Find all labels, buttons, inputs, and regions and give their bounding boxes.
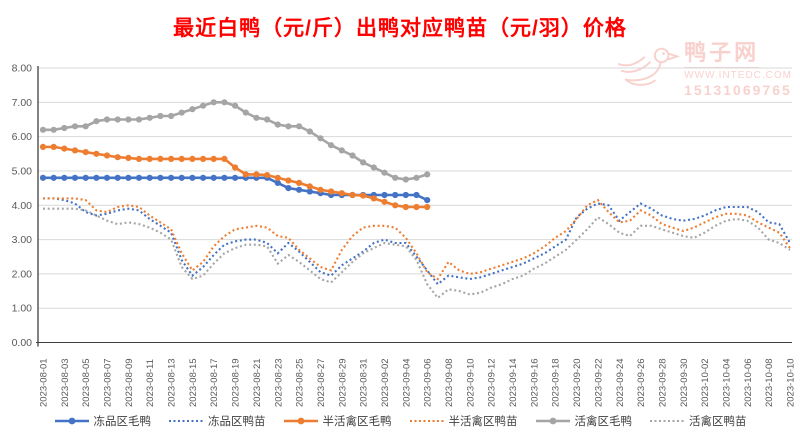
- x-axis-tick-label: 2023-09-08: [444, 358, 455, 407]
- legend-item-semi-live-area-duckling: 半活禽区鸭苗: [409, 413, 518, 429]
- x-axis-tick-label: 2023-08-03: [60, 358, 71, 407]
- y-axis-tick-label: 8.00: [12, 63, 33, 75]
- x-axis-tick-label: 2023-09-02: [380, 358, 391, 407]
- x-axis-tick-label: 2023-10-04: [722, 358, 733, 407]
- x-axis-tick-label: 2023-09-12: [487, 358, 498, 407]
- x-axis-tick-label: 2023-08-15: [188, 358, 199, 407]
- x-axis-tick-label: 2023-08-11: [145, 359, 156, 407]
- x-axis-tick-label: 2023-10-02: [700, 358, 711, 407]
- x-axis-tick-label: 2023-08-27: [316, 358, 327, 407]
- legend-swatch-frozen-area-duckling: [169, 420, 203, 422]
- x-axis-tick-label: 2023-08-29: [337, 358, 348, 407]
- legend-label: 半活禽区毛鸭: [322, 416, 392, 428]
- y-axis-tick-label: 3.00: [12, 234, 33, 246]
- y-axis-tick-label: 7.00: [12, 97, 33, 109]
- x-axis-tick-label: 2023-08-09: [124, 358, 135, 407]
- legend-item-frozen-area-duck: 冻品区毛鸭: [54, 413, 152, 429]
- x-axis-tick-label: 2023-09-26: [636, 358, 647, 407]
- x-axis-tick-label: 2023-08-05: [81, 358, 92, 407]
- y-axis-tick-label: 5.00: [12, 165, 33, 177]
- x-axis-tick-label: 2023-09-18: [551, 358, 562, 407]
- legend-swatch-semi-live-area-duckling: [409, 420, 444, 422]
- legend-item-live-area-duckling: 活禽区鸭苗: [649, 413, 747, 429]
- legend-item-live-area-duck: 活禽区毛鸭: [535, 413, 633, 429]
- legend-label: 活禽区毛鸭: [574, 416, 633, 428]
- x-axis-tick-label: 2023-10-06: [743, 358, 754, 407]
- legend-label: 半活禽区鸭苗: [448, 416, 518, 428]
- x-axis-tick-label: 2023-09-04: [401, 358, 412, 407]
- x-axis-tick-label: 2023-08-01: [39, 358, 50, 407]
- legend-label: 冻品区鸭苗: [208, 416, 266, 428]
- x-axis-tick-label: 2023-08-21: [252, 358, 263, 407]
- x-axis-tick-label: 2023-08-13: [167, 358, 178, 407]
- x-axis-tick-label: 2023-09-06: [423, 358, 434, 407]
- y-axis-tick-label: 1.00: [12, 303, 33, 315]
- legend-item-frozen-area-duckling: 冻品区鸭苗: [168, 413, 266, 429]
- x-axis-tick-label: 2023-10-10: [786, 358, 797, 407]
- y-axis-tick-label: 2.00: [12, 268, 33, 280]
- y-axis-tick-label: 6.00: [12, 131, 33, 143]
- x-axis-tick-label: 2023-08-17: [209, 358, 220, 407]
- legend-label: 活禽区鸭苗: [689, 416, 747, 428]
- x-axis-tick-label: 2023-09-22: [593, 358, 604, 407]
- legend-swatch-live-area-duckling: [650, 420, 684, 422]
- chart-legend: 冻品区毛鸭 冻品区鸭苗 半活禽区毛鸭 半活禽区鸭苗 活禽区毛鸭 活禽区鸭苗: [0, 413, 800, 429]
- legend-swatch-live-area-duck: [535, 417, 570, 425]
- y-axis-tick-label: 0.00: [12, 337, 33, 349]
- legend-label: 冻品区毛鸭: [93, 416, 152, 428]
- x-axis-tick-label: 2023-08-25: [295, 358, 306, 407]
- x-axis-tick-label: 2023-10-08: [764, 358, 775, 407]
- x-axis-tick-label: 2023-08-23: [273, 358, 284, 407]
- live-area-duck-markers: [39, 99, 431, 183]
- x-axis-tick-label: 2023-09-30: [679, 358, 690, 407]
- y-axis-tick-label: 4.00: [12, 200, 33, 212]
- x-axis-tick-label: 2023-09-14: [508, 358, 519, 407]
- chart-title: 最近白鸭（元/斤）出鸭对应鸭苗（元/羽）价格: [173, 17, 627, 40]
- frozen-area-duckling-line: [43, 197, 791, 286]
- x-axis-tick-label: 2023-08-07: [103, 358, 114, 407]
- live-area-duckling-line: [43, 207, 791, 300]
- x-axis-tick-label: 2023-09-10: [465, 358, 476, 407]
- x-axis-tick-label: 2023-08-31: [359, 358, 370, 407]
- x-axis-tick-label: 2023-09-28: [657, 358, 668, 407]
- legend-item-semi-live-area-duck: 半活禽区毛鸭: [283, 413, 392, 429]
- legend-swatch-semi-live-area-duck: [283, 417, 318, 425]
- x-axis-tick-label: 2023-08-19: [231, 358, 242, 407]
- semi-live-area-duck-markers: [39, 143, 431, 211]
- x-axis-tick-label: 2023-09-16: [529, 358, 540, 407]
- legend-swatch-frozen-area-duck: [54, 417, 89, 425]
- semi-live-area-duckling-line: [43, 197, 791, 281]
- x-axis-tick-label: 2023-09-20: [572, 358, 583, 407]
- x-axis-tick-label: 2023-09-24: [615, 358, 626, 407]
